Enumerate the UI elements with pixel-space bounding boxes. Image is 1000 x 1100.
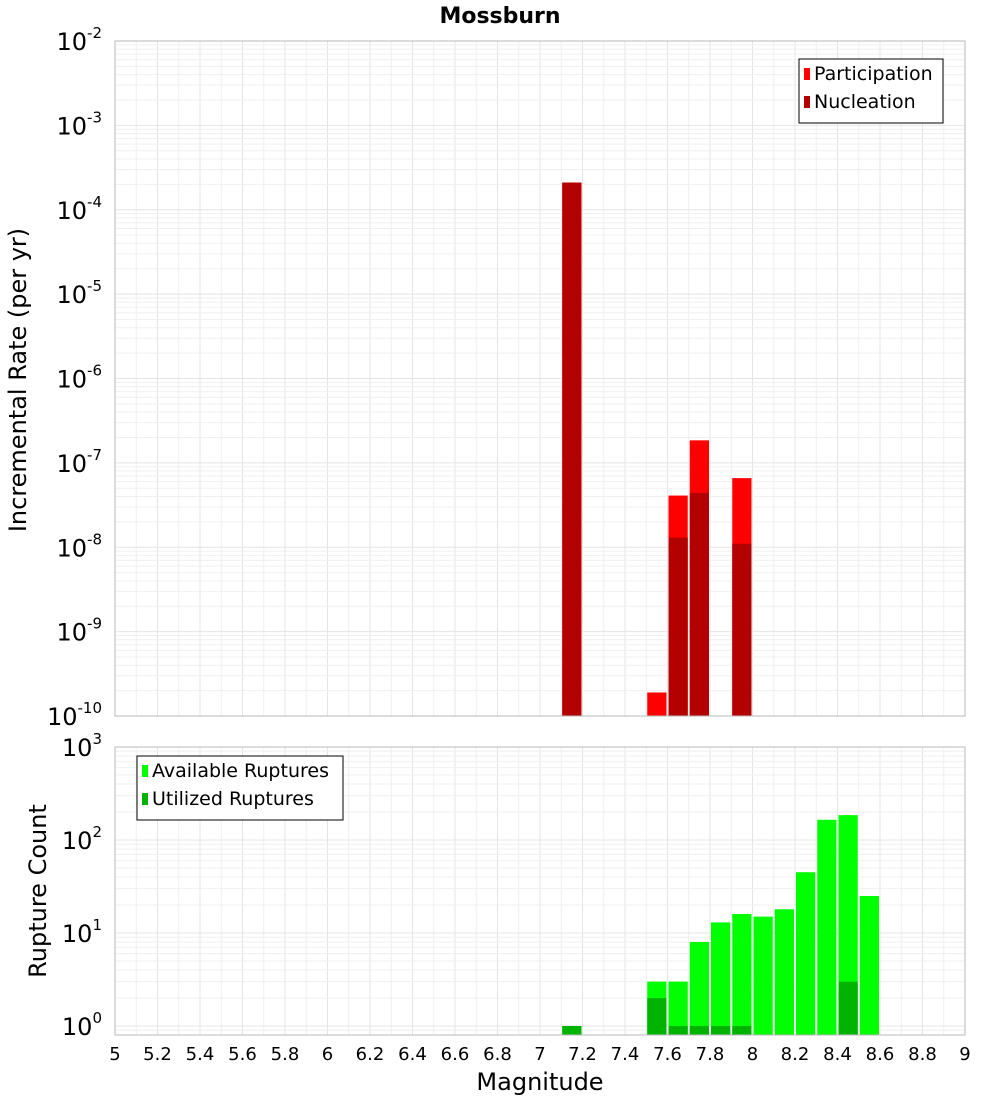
- bar-utilized-ruptures: [732, 1025, 752, 1035]
- x-tick-label: 6: [322, 1044, 333, 1065]
- legend-label: Nucleation: [814, 91, 916, 113]
- bottom-y-tick-labels: 100 101 102 103: [62, 730, 102, 1041]
- legend-swatch: [142, 793, 148, 805]
- legend-label: Participation: [814, 63, 933, 85]
- x-tick-label: 5.2: [143, 1044, 172, 1065]
- y-tick-label: 10-7: [56, 446, 102, 478]
- bar-available-ruptures: [711, 922, 731, 1035]
- bar-available-ruptures: [753, 916, 773, 1035]
- legend-swatch: [142, 765, 148, 777]
- chart-title: Mossburn: [439, 4, 560, 29]
- top-plot-frame: [114, 40, 966, 717]
- legend-box: [798, 58, 944, 124]
- bar-utilized-ruptures: [562, 1025, 582, 1035]
- bar-utilized-ruptures: [838, 981, 858, 1035]
- x-tick-label: 5.6: [228, 1044, 257, 1065]
- bar-nucleation: [668, 537, 688, 716]
- y-tick-label: 10-2: [56, 24, 102, 56]
- top-plot-grid: [114, 40, 966, 717]
- legend-label: Utilized Ruptures: [152, 788, 314, 810]
- x-tick-label: 5: [109, 1044, 120, 1065]
- x-tick-label: 6.2: [356, 1044, 385, 1065]
- x-tick-label: 5.8: [271, 1044, 300, 1065]
- bar-nucleation: [732, 543, 752, 716]
- x-tick-label: 7.4: [611, 1044, 640, 1065]
- top-y-tick-labels: 10-10 10-9 10-8 10-7 10-6 10-5 10-4 10-3 10-2: [47, 24, 102, 731]
- x-tick-labels: 5 5.2 5.4 5.6 5.8 6 6.2 6.4 6.6 6.8 7 7.2 7.4 7.6 7.8 8…: [109, 1044, 970, 1065]
- y-tick-label: 10-3: [56, 108, 102, 140]
- x-tick-label: 8.8: [908, 1044, 937, 1065]
- bar-available-ruptures: [859, 895, 879, 1035]
- x-tick-label: 8.4: [823, 1044, 852, 1065]
- bottom-plot-frame: [114, 746, 966, 1036]
- bar-available-ruptures: [732, 914, 752, 1035]
- bar-available-ruptures: [796, 872, 816, 1035]
- bar-available-ruptures: [689, 942, 709, 1035]
- x-tick-label: 7.6: [653, 1044, 682, 1065]
- x-tick-label: 8: [747, 1044, 758, 1065]
- y-tick-label: 10-5: [56, 277, 102, 309]
- legend-box: [136, 755, 344, 821]
- x-tick-label: 6.4: [398, 1044, 427, 1065]
- x-tick-label: 7.8: [696, 1044, 725, 1065]
- y-tick-label: 101: [62, 916, 102, 948]
- top-plot-bars: [562, 182, 752, 716]
- bar-utilized-ruptures: [668, 1025, 688, 1035]
- bar-utilized-ruptures: [647, 997, 667, 1035]
- x-tick-label: 8.2: [781, 1044, 810, 1065]
- bar-available-ruptures: [774, 909, 794, 1035]
- bar-utilized-ruptures: [711, 1025, 731, 1035]
- y-tick-label: 10-10: [47, 699, 102, 731]
- bar-nucleation: [562, 182, 582, 716]
- x-axis-label: Magnitude: [476, 1068, 603, 1096]
- bar-available-ruptures: [838, 815, 858, 1035]
- bottom-y-axis-label: Rupture Count: [24, 804, 52, 978]
- x-tick-label: 8.6: [866, 1044, 895, 1065]
- x-tick-label: 5.4: [186, 1044, 215, 1065]
- top-legend: Participation Nucleation: [798, 58, 944, 124]
- y-tick-label: 10-8: [56, 530, 102, 562]
- x-tick-label: 6.6: [441, 1044, 470, 1065]
- bar-available-ruptures: [817, 819, 837, 1035]
- y-tick-label: 10-4: [56, 193, 102, 225]
- top-y-axis-label: Incremental Rate (per yr): [4, 228, 32, 532]
- y-tick-label: 102: [62, 823, 102, 855]
- y-tick-label: 10-9: [56, 615, 102, 647]
- x-tick-label: 9: [959, 1044, 970, 1065]
- legend-swatch: [804, 68, 810, 80]
- y-tick-label: 10-6: [56, 362, 102, 394]
- bar-nucleation: [689, 492, 709, 716]
- y-tick-label: 100: [62, 1009, 102, 1041]
- bar-utilized-ruptures: [689, 1025, 709, 1035]
- bottom-legend: Available Ruptures Utilized Ruptures: [136, 755, 344, 821]
- legend-swatch: [804, 96, 810, 108]
- legend-label: Available Ruptures: [152, 760, 329, 782]
- bar-participation: [647, 692, 667, 716]
- x-tick-label: 7: [534, 1044, 545, 1065]
- y-tick-label: 103: [62, 730, 102, 762]
- bar-available-ruptures: [668, 981, 688, 1035]
- x-tick-label: 7.2: [568, 1044, 597, 1065]
- x-tick-label: 6.8: [483, 1044, 512, 1065]
- bottom-plot-bars: [562, 815, 879, 1035]
